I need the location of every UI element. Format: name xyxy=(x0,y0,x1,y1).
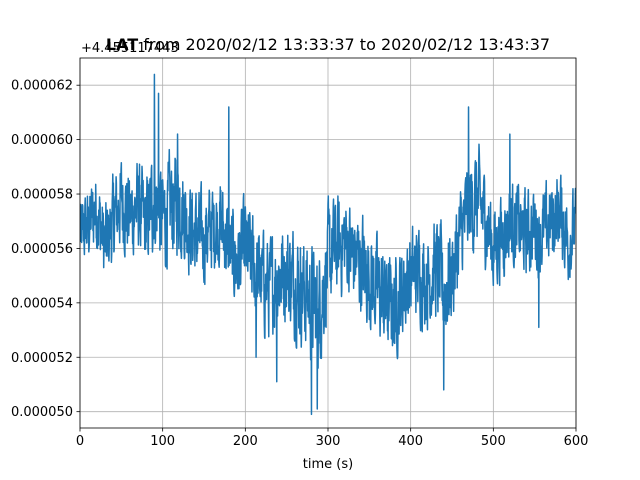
y-axis: 0.000050 0.000052 0.000054 0.000056 0.000058… xyxy=(11,79,80,420)
chart-title-prefix: LAT xyxy=(106,35,138,54)
y-tick-label: 0.000060 xyxy=(11,133,73,148)
y-tick-label: 0.000062 xyxy=(11,79,73,94)
x-tick-label: 300 xyxy=(316,434,341,449)
x-tick-label: 600 xyxy=(564,434,589,449)
x-tick-label: 200 xyxy=(233,434,258,449)
y-tick-label: 0.000050 xyxy=(11,405,73,420)
x-tick-label: 400 xyxy=(398,434,423,449)
chart-title: LAT from 2020/02/12 13:33:37 to 2020/02/… xyxy=(106,35,550,54)
y-tick-label: 0.000056 xyxy=(11,242,73,257)
chart-title-rest: from 2020/02/12 13:33:37 to 2020/02/12 1… xyxy=(138,35,550,54)
y-tick-label: 0.000054 xyxy=(11,296,73,311)
plot-area xyxy=(80,73,576,416)
y-tick-label: 0.000052 xyxy=(11,351,73,366)
y-offset-text: +4.455117443 xyxy=(81,41,179,56)
x-tick-label: 500 xyxy=(481,434,506,449)
x-tick-label: 100 xyxy=(150,434,175,449)
x-tick-label: 0 xyxy=(76,434,84,449)
y-tick-label: 0.000058 xyxy=(11,188,73,203)
series-line-lat xyxy=(80,73,576,416)
x-axis: 0 100 200 300 400 500 600 xyxy=(76,428,589,449)
x-axis-label: time (s) xyxy=(303,457,353,472)
